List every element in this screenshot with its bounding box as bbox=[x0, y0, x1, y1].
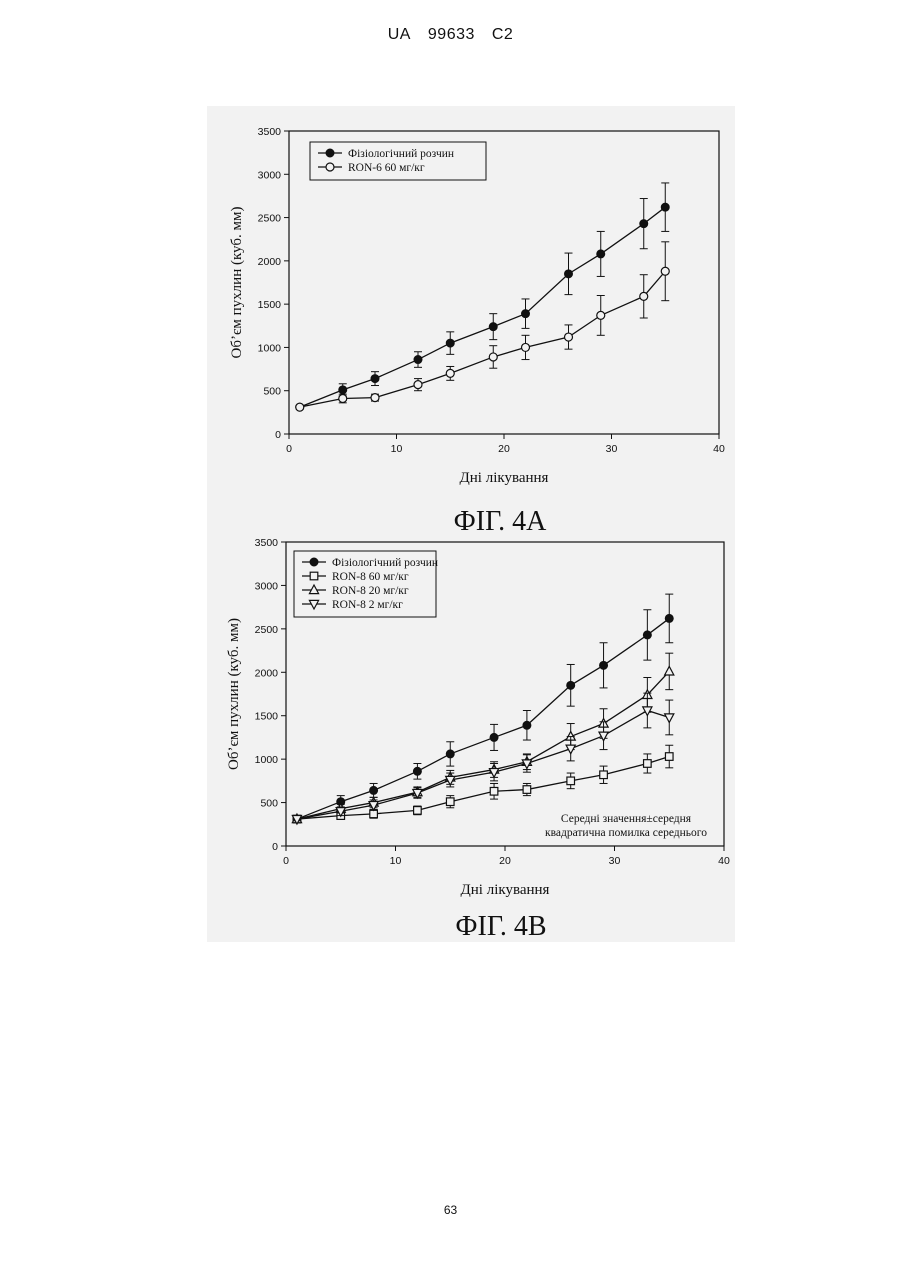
x-tick-label: 20 bbox=[499, 855, 511, 867]
data-point bbox=[490, 733, 498, 741]
data-point bbox=[665, 666, 674, 675]
legend-label: Фізіологічний розчин bbox=[332, 557, 438, 569]
y-axis-title: Об’єм пухлин (куб. мм) bbox=[226, 618, 242, 770]
y-tick-label: 3500 bbox=[255, 537, 279, 549]
series-line bbox=[297, 618, 669, 819]
data-point bbox=[413, 767, 421, 775]
y-tick-label: 2000 bbox=[255, 667, 279, 679]
y-tick-label: 500 bbox=[260, 798, 278, 810]
data-point bbox=[567, 777, 575, 785]
x-tick-label: 30 bbox=[609, 855, 621, 867]
data-point bbox=[523, 786, 531, 794]
legend-marker bbox=[310, 572, 318, 580]
x-tick-label: 40 bbox=[718, 855, 730, 867]
legend-marker bbox=[310, 558, 318, 566]
data-point bbox=[490, 787, 498, 795]
data-point bbox=[600, 771, 608, 779]
data-point bbox=[600, 661, 608, 669]
x-axis-title: Дні лікування bbox=[461, 882, 550, 898]
series-line bbox=[297, 757, 669, 820]
data-point bbox=[567, 681, 575, 689]
y-tick-label: 1500 bbox=[255, 711, 279, 723]
data-point bbox=[665, 614, 673, 622]
data-point bbox=[644, 760, 652, 768]
x-tick-label: 0 bbox=[283, 855, 289, 867]
data-point bbox=[414, 807, 422, 815]
chart-annotation: Середні значення±середня bbox=[561, 813, 692, 825]
data-point bbox=[370, 786, 378, 794]
chart-annotation: квадратична помилка середнього bbox=[545, 827, 707, 839]
x-tick-label: 10 bbox=[390, 855, 402, 867]
page-number: 63 bbox=[0, 1203, 901, 1217]
data-point bbox=[523, 721, 531, 729]
y-tick-label: 2500 bbox=[255, 624, 279, 636]
y-tick-label: 1000 bbox=[255, 754, 279, 766]
legend-label: RON-8 20 мг/кг bbox=[332, 585, 409, 597]
y-tick-label: 3000 bbox=[255, 580, 279, 592]
legend-label: RON-8 2 мг/кг bbox=[332, 599, 403, 611]
series-line bbox=[297, 711, 669, 820]
y-tick-label: 0 bbox=[272, 841, 278, 853]
legend-label: RON-8 60 мг/кг bbox=[332, 571, 409, 583]
figure-label: ФІГ. 4B bbox=[455, 911, 546, 942]
data-point bbox=[665, 714, 674, 723]
data-point bbox=[643, 631, 651, 639]
data-point bbox=[446, 798, 454, 806]
data-point bbox=[665, 753, 673, 761]
data-point bbox=[446, 750, 454, 758]
